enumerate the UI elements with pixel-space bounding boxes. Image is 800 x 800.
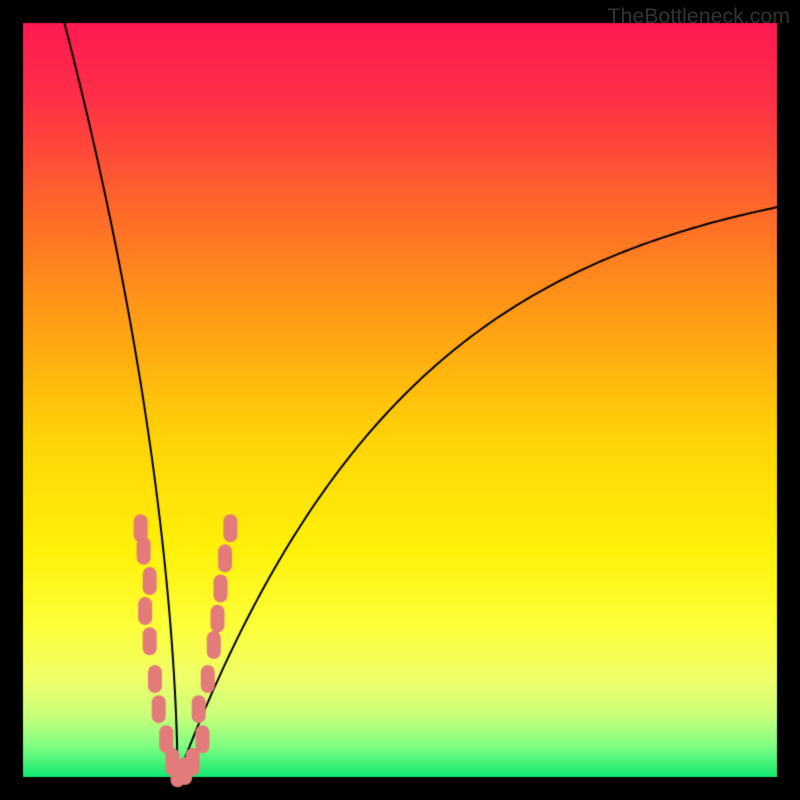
chart-root: TheBottleneck.com bbox=[0, 0, 800, 800]
watermark-text: TheBottleneck.com bbox=[607, 4, 790, 29]
bottleneck-chart-canvas bbox=[0, 0, 800, 800]
